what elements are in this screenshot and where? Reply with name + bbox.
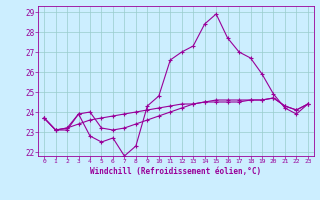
X-axis label: Windchill (Refroidissement éolien,°C): Windchill (Refroidissement éolien,°C) — [91, 167, 261, 176]
